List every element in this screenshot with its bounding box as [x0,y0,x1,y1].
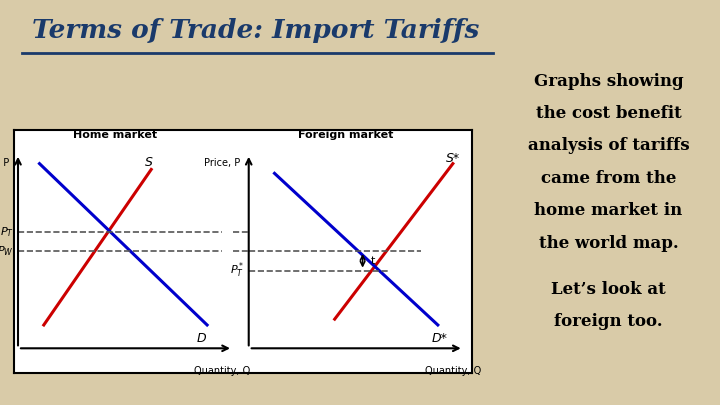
Text: Quantity, Q: Quantity, Q [194,366,251,376]
Text: home market in: home market in [534,202,683,219]
Text: Home market: Home market [73,130,157,141]
Text: foreign too.: foreign too. [554,313,662,330]
Text: D: D [197,333,206,345]
Text: analysis of tariffs: analysis of tariffs [528,137,689,154]
Text: Let’s look at: Let’s look at [551,281,666,298]
Text: Graphs showing: Graphs showing [534,72,683,90]
Text: t: t [372,256,376,266]
Text: Foreign market: Foreign market [298,130,393,141]
Text: the world map.: the world map. [539,234,678,252]
Text: $P_T^*$: $P_T^*$ [230,261,244,280]
Text: $P_T$: $P_T$ [0,225,14,239]
Text: came from the: came from the [541,170,676,187]
Text: S*: S* [446,152,461,165]
Text: Price, P: Price, P [0,158,9,168]
Text: D*: D* [431,333,447,345]
Text: the cost benefit: the cost benefit [536,105,681,122]
Text: Price, P: Price, P [204,158,240,168]
Text: Terms of Trade: Import Tariffs: Terms of Trade: Import Tariffs [32,18,480,43]
Text: $P_W$: $P_W$ [0,244,14,258]
Text: Quantity, Q: Quantity, Q [425,366,481,376]
Text: S: S [145,156,153,168]
